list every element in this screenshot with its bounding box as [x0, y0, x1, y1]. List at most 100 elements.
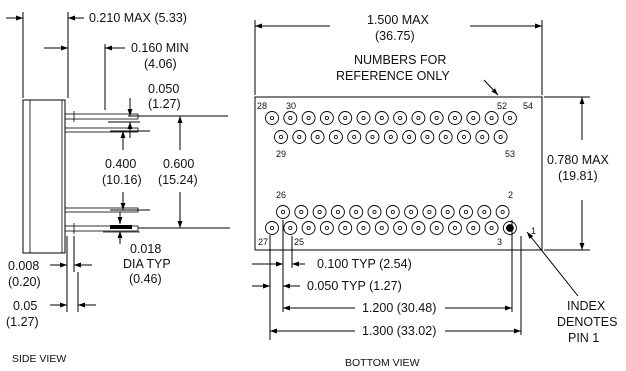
- pin-label-29: 29: [276, 149, 286, 159]
- dim-050typ-label: 0.050 TYP (1.27): [307, 279, 402, 293]
- pin-hole: [324, 116, 329, 121]
- dim-210-label: 0.210 MAX (5.33): [89, 11, 187, 25]
- pin-label-28: 28: [257, 101, 267, 111]
- pin-hole: [443, 134, 448, 139]
- pin-hole: [434, 225, 439, 230]
- pin-label-25: 25: [294, 237, 304, 247]
- index-note-line2: DENOTES: [557, 315, 617, 329]
- side-view: 0.210 MAX (5.33) 0.160 MIN (4.06) 0.050 …: [6, 11, 230, 365]
- dim-05-label: 0.05: [13, 299, 37, 313]
- pin-label-27: 27: [258, 237, 268, 247]
- dim-780-label: 0.780 MAX: [547, 153, 610, 167]
- bottom-view-caption: BOTTOM VIEW: [345, 357, 420, 369]
- pin-hole: [409, 209, 414, 214]
- pin-hole: [471, 116, 476, 121]
- dim-050-label: 0.050: [148, 82, 179, 96]
- dim-600-metric: (15.24): [158, 173, 198, 187]
- pin-hole: [361, 225, 366, 230]
- reference-note-line2: REFERENCE ONLY: [336, 69, 450, 83]
- pin-hole: [434, 116, 439, 121]
- pin-hole: [427, 209, 432, 214]
- pin-label-3: 3: [497, 237, 502, 247]
- pin-hole: [288, 225, 293, 230]
- dim-1500-label: 1.500 MAX: [367, 13, 430, 27]
- pin-hole: [425, 134, 430, 139]
- index-note-line1: INDEX: [567, 299, 606, 313]
- pin-hole: [343, 225, 348, 230]
- pin-hole: [354, 209, 359, 214]
- pin-hole: [390, 209, 395, 214]
- pin-hole: [335, 209, 340, 214]
- pin-hole: [471, 225, 476, 230]
- package-body-bottom: [254, 96, 543, 251]
- pin-hole: [269, 225, 274, 230]
- dim-1200-label: 1.200 (30.48): [362, 301, 436, 315]
- pin-hole: [452, 116, 457, 121]
- pin-hole: [280, 209, 285, 214]
- pin-hole: [297, 134, 302, 139]
- dim-05-metric: (1.27): [6, 315, 39, 329]
- pin-hole: [299, 209, 304, 214]
- bottom-view: 1.500 MAX (36.75) NUMBERS FOR REFERENCE …: [252, 13, 617, 369]
- pin-hole: [306, 116, 311, 121]
- pin-hole: [343, 116, 348, 121]
- pin-hole: [407, 134, 412, 139]
- pin-hole: [372, 209, 377, 214]
- pin-hole: [269, 116, 274, 121]
- pin-array: [265, 111, 517, 235]
- pin-hole: [379, 116, 384, 121]
- pin-label-2: 2: [508, 190, 513, 200]
- pin-hole: [379, 225, 384, 230]
- dim-100-label: 0.100 TYP (2.54): [317, 257, 412, 271]
- pin-hole: [333, 134, 338, 139]
- pin-hole: [507, 116, 512, 121]
- pin-label-1: 1: [531, 226, 536, 236]
- pin-hole: [324, 225, 329, 230]
- dim-1300-label: 1.300 (33.02): [362, 324, 436, 338]
- dim-780-metric: (19.81): [558, 169, 598, 183]
- pin-hole: [489, 116, 494, 121]
- pin-hole: [361, 116, 366, 121]
- pin-hole: [398, 116, 403, 121]
- dim-008-label: 0.008: [8, 259, 39, 273]
- pin-hole: [498, 134, 503, 139]
- pin-label-30: 30: [286, 101, 296, 111]
- pin-hole: [480, 134, 485, 139]
- pin-hole: [352, 134, 357, 139]
- pin-hole: [288, 116, 293, 121]
- pin-hole: [398, 225, 403, 230]
- pin-hole: [315, 134, 320, 139]
- pin-label-26: 26: [276, 190, 286, 200]
- dim-018-desc: DIA TYP: [123, 257, 171, 271]
- dim-400-metric: (10.16): [102, 173, 142, 187]
- dim-008-metric: (0.20): [8, 275, 41, 289]
- pin-hole: [416, 225, 421, 230]
- side-view-caption: SIDE VIEW: [12, 353, 66, 365]
- pin-label-54: 54: [523, 101, 533, 111]
- dim-600-label: 0.600: [163, 157, 194, 171]
- dim-018-label: 0.018: [130, 242, 161, 256]
- reference-note-line1: NUMBERS FOR: [354, 53, 446, 67]
- dim-018-metric: (0.46): [129, 272, 162, 286]
- pin-hole: [463, 209, 468, 214]
- pin-hole: [306, 225, 311, 230]
- pin-label-53: 53: [505, 149, 515, 159]
- pin-hole: [482, 209, 487, 214]
- pin-hole: [317, 209, 322, 214]
- pin-label-52: 52: [497, 101, 507, 111]
- pin-hole: [445, 209, 450, 214]
- pin-hole: [388, 134, 393, 139]
- dim-400-label: 0.400: [105, 157, 136, 171]
- pin-hole: [500, 209, 505, 214]
- pin-hole: [452, 225, 457, 230]
- pin-hole: [461, 134, 466, 139]
- pin-hole: [370, 134, 375, 139]
- dim-1500-metric: (36.75): [375, 29, 415, 43]
- pin-hole: [416, 116, 421, 121]
- dim-050-metric: (1.27): [148, 97, 181, 111]
- dim-160-label: 0.160 MIN: [131, 41, 189, 55]
- index-note-line3: PIN 1: [568, 331, 599, 345]
- pin-hole: [278, 134, 283, 139]
- package-body-side: [22, 99, 66, 254]
- dim-160-metric: (4.06): [144, 57, 177, 71]
